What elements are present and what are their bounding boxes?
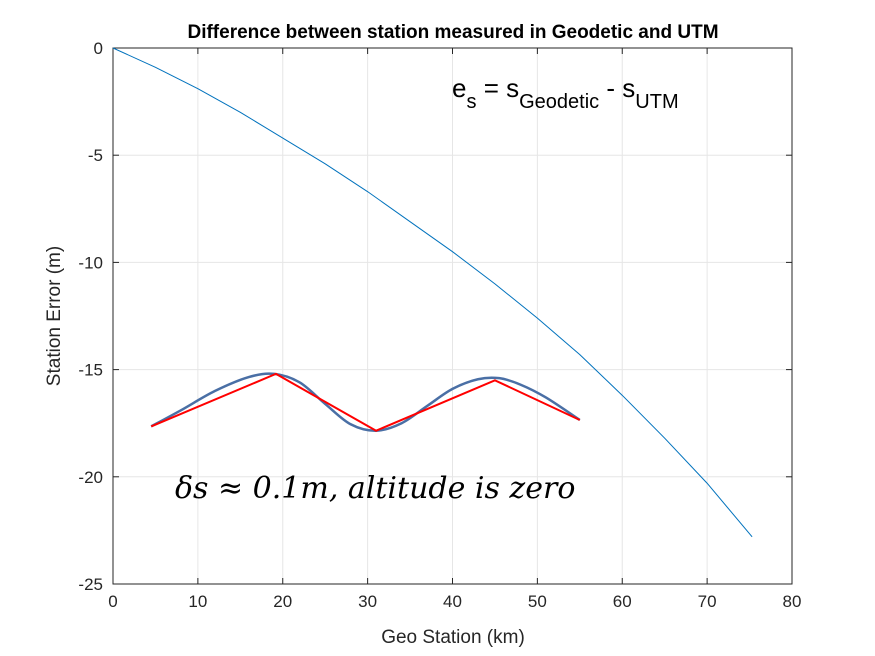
y-axis-label: Station Error (m): [44, 246, 65, 386]
x-tick-label: 50: [528, 592, 547, 611]
y-tick-label: -10: [78, 253, 103, 272]
x-tick-label: 10: [188, 592, 207, 611]
x-tick-labels: 0 10 20 30 40 50 60 70 80: [108, 592, 801, 611]
chart-title: Difference between station measured in G…: [187, 22, 718, 43]
x-tick-label: 40: [443, 592, 462, 611]
formula-sub-geodetic: Geodetic: [519, 91, 599, 113]
math-annotation: δs ≈ 0.1m, altitude is zero: [175, 471, 575, 506]
inset-chord-polyline: [150, 372, 581, 432]
y-tick-label: 0: [94, 39, 103, 58]
y-tick-labels: 0 -5 -10 -15 -20 -25: [78, 39, 103, 594]
formula-sub-utm: UTM: [635, 91, 678, 113]
x-tick-label: 0: [108, 592, 117, 611]
inset-layer: [150, 372, 581, 432]
y-tick-label: -20: [78, 468, 103, 487]
series-line: [112, 47, 753, 538]
x-tick-label: 60: [613, 592, 632, 611]
series-layer: [112, 47, 753, 538]
y-tick-label: -5: [88, 146, 103, 165]
formula-e: e: [452, 73, 466, 103]
formula-minus-s: - s: [599, 73, 635, 103]
y-tick-label: -25: [78, 575, 103, 594]
x-tick-label: 30: [358, 592, 377, 611]
formula-equals-s: = s: [476, 73, 519, 103]
y-tick-label: -15: [78, 361, 103, 380]
x-tick-label: 70: [698, 592, 717, 611]
x-tick-label: 80: [783, 592, 802, 611]
x-tick-label: 20: [273, 592, 292, 611]
x-axis-label: Geo Station (km): [381, 627, 525, 648]
axis-ticks: [112, 47, 793, 585]
formula-sub-s: s: [466, 91, 476, 113]
grid-lines: [113, 48, 792, 584]
formula-annotation: es = sGeodetic - sUTM: [452, 73, 679, 113]
